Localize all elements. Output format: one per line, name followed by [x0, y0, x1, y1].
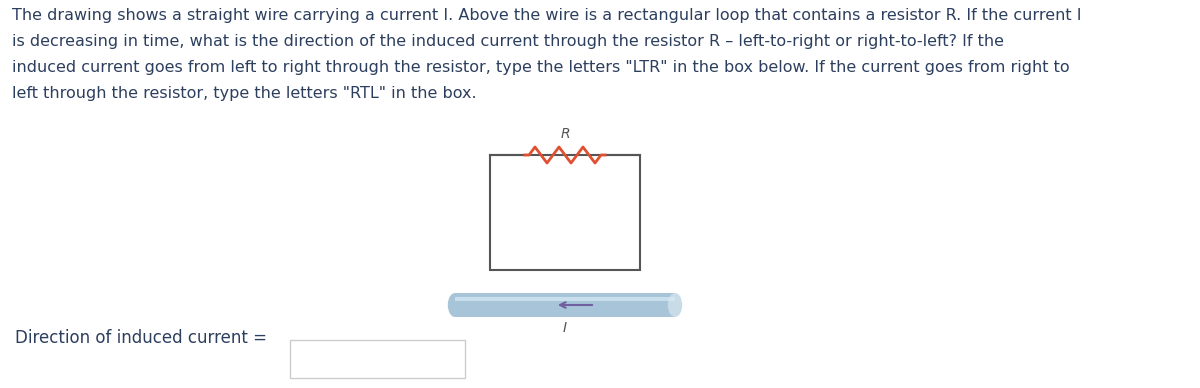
- Text: R: R: [560, 127, 570, 141]
- Bar: [455, 293, 674, 317]
- Bar: [490, 155, 640, 270]
- Text: Direction of induced current =: Direction of induced current =: [14, 329, 266, 347]
- Ellipse shape: [448, 293, 462, 317]
- Ellipse shape: [667, 293, 683, 317]
- Text: The drawing shows a straight wire carrying a current I. Above the wire is a rect: The drawing shows a straight wire carryi…: [12, 8, 1081, 23]
- Text: left through the resistor, type the letters "RTL" in the box.: left through the resistor, type the lett…: [12, 86, 476, 101]
- Bar: [455, 296, 674, 301]
- Bar: [290, 340, 466, 378]
- Text: I: I: [563, 321, 568, 335]
- Text: induced current goes from left to right through the resistor, type the letters ": induced current goes from left to right …: [12, 60, 1069, 75]
- Text: is decreasing in time, what is the direction of the induced current through the : is decreasing in time, what is the direc…: [12, 34, 1004, 49]
